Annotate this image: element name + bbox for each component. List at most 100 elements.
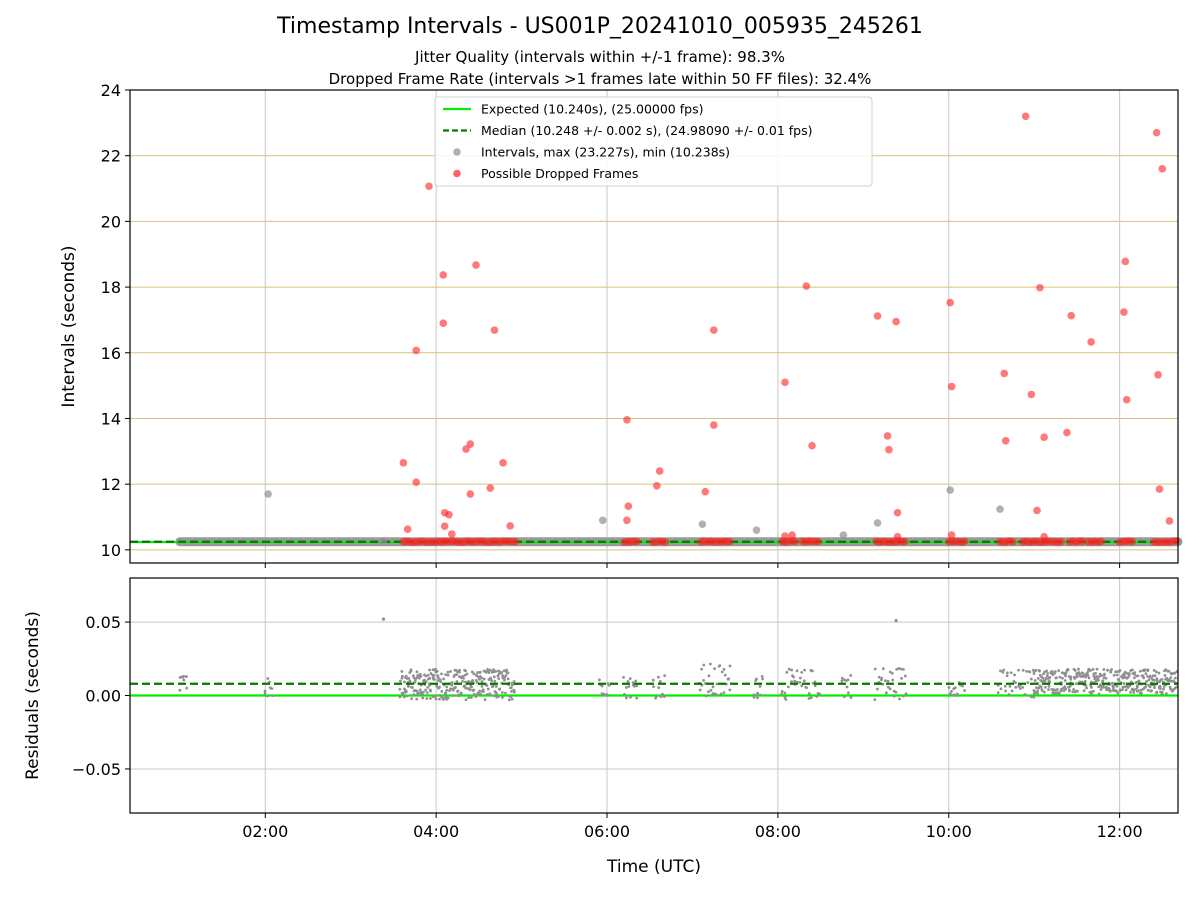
residual-point	[1036, 692, 1039, 695]
residual-point	[1064, 687, 1068, 691]
residual-point	[441, 698, 445, 701]
residual-point	[409, 668, 413, 672]
residual-point	[469, 696, 473, 700]
residual-point	[512, 689, 516, 693]
residual-point	[1003, 684, 1007, 688]
residual-point	[490, 679, 493, 682]
y-tick-label: 18	[101, 278, 121, 297]
residual-point	[1035, 686, 1038, 690]
residual-point	[600, 684, 604, 688]
interval-point	[379, 537, 388, 545]
residual-point	[752, 693, 756, 697]
dropped-frame-point	[1128, 537, 1137, 546]
residual-point	[482, 677, 486, 681]
residual-point	[407, 676, 411, 680]
residual-point	[1160, 692, 1164, 695]
dropped-frame-point	[445, 510, 453, 519]
residual-point	[892, 694, 896, 698]
dropped-frame-point	[1122, 395, 1131, 404]
residual-point	[1026, 681, 1030, 684]
residual-point	[1160, 677, 1164, 681]
residual-point	[1128, 684, 1131, 688]
residual-point	[425, 691, 429, 695]
residual-point	[840, 679, 844, 683]
residual-point	[791, 674, 794, 678]
residual-point	[722, 691, 726, 695]
residual-point	[807, 697, 811, 700]
residual-point	[754, 679, 758, 682]
residual-point	[758, 693, 762, 697]
residual-point	[793, 679, 797, 683]
dropped-frame-point	[1172, 537, 1180, 545]
residual-point	[436, 676, 440, 679]
dropped-frame-point	[947, 382, 956, 391]
residual-point	[1144, 672, 1148, 676]
legend-label: Intervals, max (23.227s), min (10.238s)	[481, 145, 730, 160]
residual-point	[947, 686, 951, 689]
residual-point	[786, 685, 790, 689]
dropped-frame-point	[1087, 338, 1095, 346]
residual-point	[879, 678, 883, 682]
dropped-frame-point	[412, 346, 421, 355]
residual-point	[1136, 674, 1140, 678]
residual-point	[1094, 671, 1097, 675]
chart-title: Timestamp Intervals - US001P_20241010_00…	[277, 14, 923, 39]
residual-point	[1110, 681, 1114, 685]
residual-point	[505, 671, 509, 674]
residual-point	[800, 670, 804, 674]
residual-point	[715, 682, 719, 686]
residual-point	[654, 694, 658, 698]
residual-point	[494, 684, 498, 688]
residual-point	[495, 692, 498, 695]
dropped-frame-point	[802, 282, 811, 290]
residual-point	[483, 698, 487, 702]
residual-point	[502, 669, 506, 673]
residual-point	[182, 678, 186, 682]
x-axis-label: Time (UTC)	[606, 857, 701, 877]
residual-point	[510, 697, 514, 701]
dropped-frame-point	[623, 516, 631, 525]
residual-point	[631, 681, 635, 685]
residual-point	[622, 693, 626, 696]
residual-point	[412, 693, 416, 697]
residual-point	[1054, 670, 1057, 674]
residual-point	[432, 674, 436, 677]
residual-outlier	[894, 618, 898, 623]
residual-point	[1082, 689, 1086, 693]
residual-point	[1146, 688, 1150, 692]
residual-point	[1033, 679, 1037, 682]
residual-point	[904, 692, 908, 696]
dropped-frame-point	[661, 538, 670, 546]
residual-point	[1068, 684, 1072, 688]
dropped-frame-point	[1057, 537, 1065, 546]
dropped-frame-point	[901, 537, 909, 546]
residual-point	[1024, 693, 1027, 697]
residual-point	[432, 677, 436, 681]
residual-point	[999, 669, 1002, 673]
residual-point	[464, 698, 468, 702]
residual-point	[271, 694, 274, 698]
x-tick-label: 08:00	[755, 822, 801, 841]
jitter-quality-subtitle: Jitter Quality (intervals within +/-1 fr…	[415, 48, 785, 66]
residual-point	[700, 667, 704, 671]
residual-point	[783, 691, 787, 695]
legend-swatch-marker	[453, 169, 461, 178]
residual-point	[662, 695, 666, 699]
residual-point	[472, 688, 476, 692]
residual-point	[883, 679, 887, 683]
residual-point	[780, 690, 784, 693]
residual-point	[955, 692, 959, 696]
residual-point	[478, 677, 481, 681]
residual-point	[953, 686, 957, 690]
residual-point	[1066, 668, 1070, 672]
residual-point	[1115, 684, 1119, 688]
residual-point	[1078, 680, 1082, 684]
residual-point	[512, 680, 516, 683]
residual-point	[818, 692, 822, 696]
residual-point	[709, 662, 712, 666]
legend-label: Expected (10.240s), (25.00000 fps)	[481, 102, 703, 117]
residual-point	[1123, 676, 1127, 679]
residual-point	[1057, 669, 1061, 673]
dropped-frame-point	[1154, 370, 1162, 379]
residual-point	[428, 668, 432, 672]
